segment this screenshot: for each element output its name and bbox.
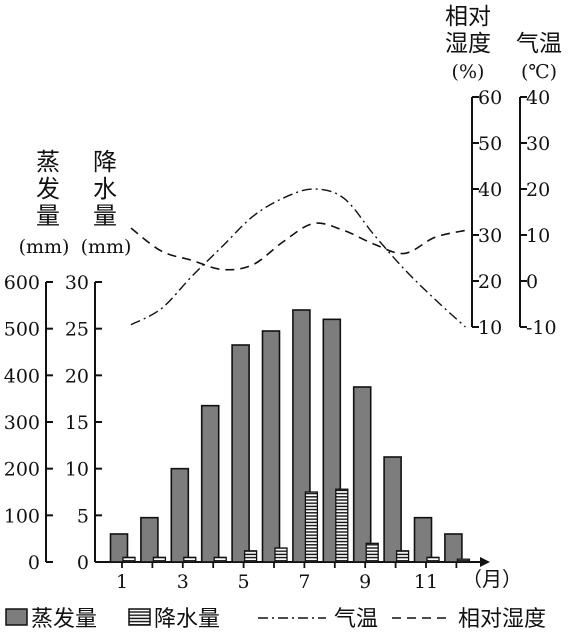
- precip-label-1: 降: [93, 148, 117, 176]
- temperature-tick-label: -10: [526, 317, 557, 339]
- evaporation-bar: [383, 456, 402, 563]
- precipitation-bar: [335, 488, 349, 563]
- evaporation-axis-title: 蒸 发 量 (mm): [19, 148, 70, 258]
- evaporation-tick-label: 300: [4, 412, 40, 434]
- precipitation-bar: [304, 491, 319, 563]
- temp-label-1: 气温: [516, 31, 562, 57]
- precipitation-bar: [213, 556, 227, 563]
- temperature-tick-label: 0: [526, 271, 538, 293]
- evaporation-bar: [261, 330, 281, 563]
- precipitation-tick-label: 15: [65, 412, 89, 434]
- precipitation-axis-title: 降 水 量 (mm): [81, 148, 132, 258]
- humidity-tick-label: 40: [478, 179, 502, 201]
- evaporation-bar: [170, 467, 190, 563]
- evaporation-bar: [140, 516, 159, 563]
- evaporation-tick-label: 0: [28, 552, 40, 574]
- precipitation-bar: [243, 550, 258, 563]
- precip-label-2: 水: [93, 175, 117, 203]
- precipitation-bar: [122, 556, 136, 563]
- temperature-tick-label: 20: [526, 179, 550, 201]
- humidity-unit: (%): [452, 61, 485, 83]
- precipitation-bar: [152, 556, 167, 563]
- precipitation-tick-label: 5: [77, 505, 89, 527]
- temperature-tick-label: 40: [526, 87, 550, 109]
- humidity-label-2: 湿度: [445, 31, 491, 57]
- precipitation-bar: [183, 556, 197, 563]
- precipitation-bar: [456, 558, 471, 563]
- evap-label-3: 量: [36, 202, 60, 230]
- precipitation-tick-label: 0: [77, 552, 89, 574]
- evaporation-tick-label: 600: [4, 272, 40, 294]
- x-tick-label: 3: [177, 571, 189, 593]
- precipitation-bar: [274, 547, 288, 563]
- evaporation-tick-label: 500: [4, 319, 40, 341]
- x-tick-label: 1: [116, 571, 128, 593]
- precipitation-bar: [395, 550, 410, 563]
- legend-evaporation-swatch: [5, 608, 28, 626]
- legend: 蒸发量 降水量 气温 相对湿度: [5, 607, 546, 632]
- evaporation-tick-label: 200: [4, 459, 40, 481]
- precipitation-tick-label: 10: [65, 459, 89, 481]
- evaporation-bar: [352, 386, 372, 563]
- humidity-line: [130, 222, 466, 271]
- x-tick-label: 9: [359, 571, 371, 593]
- evaporation-bar: [231, 344, 250, 563]
- precip-label-3: 量: [93, 202, 117, 230]
- precipitation-bar: [365, 542, 379, 563]
- x-axis-unit: （月）: [462, 567, 522, 591]
- legend-temperature-label: 气温: [334, 607, 378, 632]
- precipitation-tick-label: 20: [65, 365, 89, 387]
- temperature-axis-title: 气温 (℃): [516, 31, 562, 83]
- humidity-axis-title: 相对 湿度 (%): [445, 4, 491, 83]
- humidity-label-1: 相对: [445, 4, 491, 30]
- legend-humidity-label: 相对湿度: [458, 607, 546, 632]
- evap-unit: (mm): [19, 236, 70, 258]
- precipitation-bar: [426, 556, 440, 563]
- precip-unit: (mm): [81, 236, 132, 258]
- evap-label-2: 发: [36, 175, 60, 203]
- precipitation-tick-label: 25: [65, 319, 89, 341]
- temperature-tick-label: 10: [526, 225, 550, 247]
- humidity-tick-label: 10: [478, 317, 502, 339]
- evap-label-1: 蒸: [36, 148, 60, 176]
- temperature-line: [130, 188, 466, 328]
- x-tick-label: 11: [414, 571, 438, 593]
- legend-precipitation-swatch: [128, 608, 151, 626]
- precipitation-tick-label: 30: [65, 272, 89, 294]
- x-tick-label: 5: [238, 571, 250, 593]
- humidity-tick-label: 20: [478, 271, 502, 293]
- evaporation-tick-label: 100: [4, 505, 40, 527]
- temperature-tick-label: 30: [526, 133, 550, 155]
- legend-evaporation-label: 蒸发量: [31, 607, 97, 632]
- temp-unit: (℃): [521, 61, 557, 83]
- x-tick-label: 7: [298, 571, 310, 593]
- legend-precipitation-label: 降水量: [154, 607, 220, 632]
- humidity-tick-label: 50: [478, 133, 502, 155]
- evaporation-tick-label: 400: [4, 365, 40, 387]
- evaporation-bar: [444, 533, 463, 563]
- evaporation-bar: [109, 533, 129, 563]
- humidity-tick-label: 60: [478, 87, 502, 109]
- humidity-tick-label: 30: [478, 225, 502, 247]
- x-axis-arrow: [480, 557, 490, 567]
- evaporation-bar: [200, 404, 220, 563]
- evaporation-bar: [413, 516, 433, 563]
